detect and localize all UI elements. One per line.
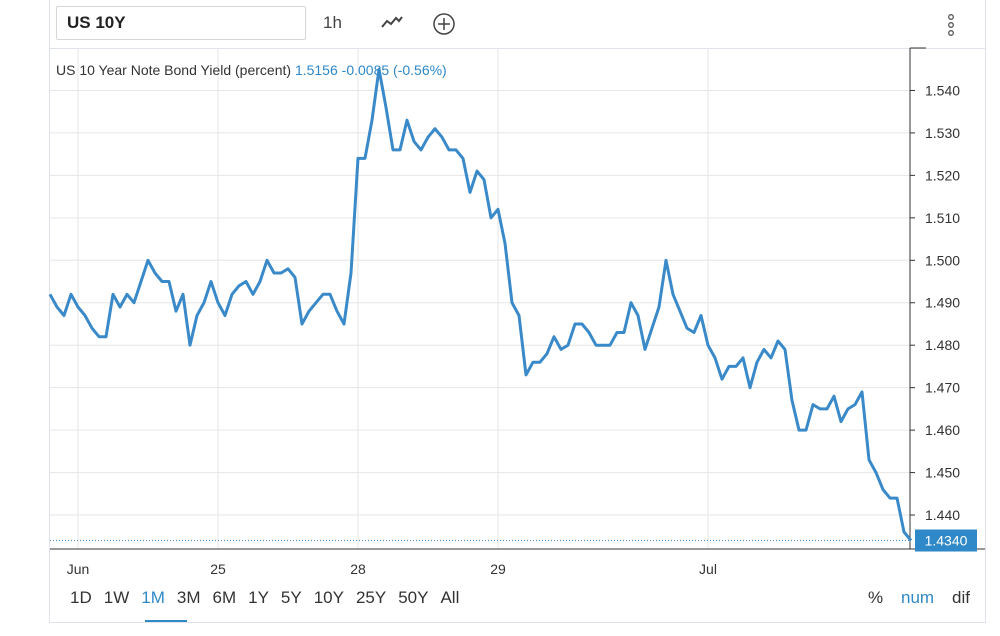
- y-tick-label: 1.540: [925, 82, 960, 98]
- range-button-1w[interactable]: 1W: [103, 588, 130, 607]
- y-tick-label: 1.480: [925, 337, 960, 353]
- range-button-10y[interactable]: 10Y: [313, 588, 344, 607]
- last-value-tag: [915, 529, 977, 552]
- last-value-label: 1.4340: [925, 533, 968, 549]
- y-tick-label: 1.460: [925, 422, 960, 438]
- legend-last-value: 1.5156: [294, 62, 338, 78]
- series-layer: [48, 67, 913, 542]
- plus-circle-icon[interactable]: [432, 12, 456, 44]
- percent-scale-button[interactable]: %: [868, 588, 884, 607]
- legend-title: US 10 Year Note Bond Yield (percent): [56, 62, 292, 78]
- grid-layer: [50, 48, 910, 549]
- x-tick-label: Jun: [67, 561, 90, 577]
- y-tick-label: 1.490: [925, 295, 960, 311]
- y-tick-label: 1.450: [925, 465, 960, 481]
- range-button-6m[interactable]: 6M: [212, 588, 237, 607]
- legend-change-pct: (-0.56%): [393, 62, 447, 78]
- range-button-3m[interactable]: 3M: [176, 588, 201, 607]
- interval-button[interactable]: 1h: [323, 13, 342, 32]
- symbol-input[interactable]: US 10Y: [56, 6, 306, 40]
- label-layer: 1.440 1.450 1.460 1.470 1.480 1.490 1.500 1.510…: [67, 82, 977, 577]
- axis-layer: [50, 47, 985, 550]
- line-style-icon[interactable]: [380, 13, 404, 39]
- range-button-1d[interactable]: 1D: [70, 588, 92, 607]
- range-button-25y[interactable]: 25Y: [355, 588, 387, 607]
- chart-frame: [49, 0, 986, 623]
- y-tick-label: 1.440: [925, 507, 960, 523]
- series-line: [48, 67, 913, 542]
- range-button-1y[interactable]: 1Y: [248, 588, 269, 607]
- range-button-5y[interactable]: 5Y: [280, 588, 302, 607]
- range-button-50y[interactable]: 50Y: [398, 588, 429, 607]
- y-tick-label: 1.470: [925, 380, 960, 396]
- range-button-1m[interactable]: 1M: [141, 588, 165, 607]
- range-selector: 1D 1W 1M 3M 6M 1Y 5Y 10Y 25Y 50Y All: [70, 588, 471, 608]
- vertical-dots-icon[interactable]: [946, 12, 956, 46]
- y-tick-label: 1.510: [925, 210, 960, 226]
- x-tick-label: Jul: [699, 561, 717, 577]
- dif-scale-button[interactable]: dif: [952, 588, 970, 607]
- y-tick-label: 1.530: [925, 125, 960, 141]
- x-tick-label: 29: [490, 561, 506, 577]
- num-scale-button[interactable]: num: [901, 588, 935, 607]
- y-tick-label: 1.520: [925, 167, 960, 183]
- plus-circle-icon-graphic: [433, 13, 455, 35]
- legend-change: -0.0085: [341, 62, 390, 78]
- chart-toolbar: US 10Y 1h: [50, 0, 986, 49]
- active-range-underline: [145, 620, 187, 622]
- vertical-dots-icon-graphic: [948, 14, 954, 36]
- range-button-all[interactable]: All: [440, 588, 460, 607]
- chart-legend: US 10 Year Note Bond Yield (percent) 1.5…: [56, 62, 447, 78]
- line-style-icon-graphic: [381, 16, 403, 28]
- x-tick-label: 28: [350, 561, 366, 577]
- y-tick-label: 1.500: [925, 252, 960, 268]
- x-tick-label: 25: [210, 561, 226, 577]
